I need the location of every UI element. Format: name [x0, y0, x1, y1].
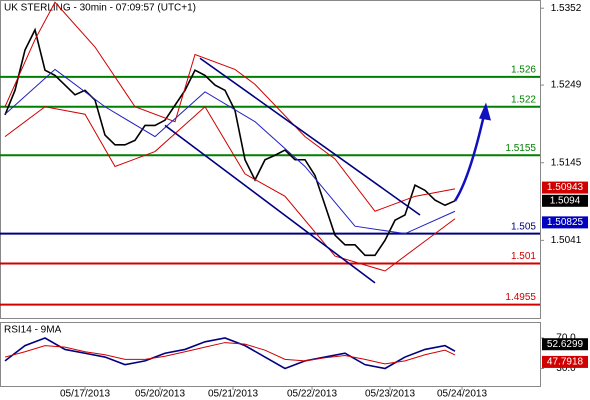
level-label: 1.526: [511, 65, 536, 76]
price-label-box: [542, 338, 588, 351]
y-tick-label: 70.0: [556, 333, 576, 344]
price-label: 1.50825: [547, 217, 584, 228]
y-tick-label: 1.5041: [551, 235, 582, 246]
series-line: [4, 342, 456, 365]
rsi-panel: [0, 322, 541, 387]
series-line: [199, 57, 421, 216]
level-label: 1.522: [511, 94, 536, 105]
series-line: [4, 27, 456, 257]
level-label: 1.501: [511, 251, 536, 262]
series-line: [4, 1, 456, 212]
x-tick-label: 05/24/2013: [437, 389, 487, 400]
arrow-head: [479, 102, 491, 121]
price-label-box: [542, 216, 588, 229]
level-label: 1.4955: [505, 292, 536, 303]
arrow: [453, 110, 487, 202]
level-label: 1.5155: [505, 143, 536, 154]
level-label: 1.505: [511, 221, 536, 232]
series-line: [4, 68, 456, 235]
y-tick-label: 30.0: [556, 363, 576, 374]
price-label-box: [542, 194, 588, 207]
x-tick-label: 05/17/2013: [60, 389, 110, 400]
price-label-box: [542, 181, 588, 194]
y-tick-label: 1.5145: [551, 157, 582, 168]
x-tick-label: 05/21/2013: [208, 389, 258, 400]
price-label: 1.50943: [547, 182, 584, 193]
price-label: 1.5094: [550, 195, 581, 206]
y-tick-label: 1.5352: [551, 3, 582, 14]
price-label-box: [542, 355, 588, 368]
series-line: [164, 124, 376, 284]
price-label: 47.7918: [547, 357, 584, 368]
x-tick-label: 05/20/2013: [135, 389, 185, 400]
chart-title: UK STERLING - 30min - 07:09:57 (UTC+1): [4, 3, 196, 14]
x-tick-label: 05/23/2013: [365, 389, 415, 400]
x-tick-label: 05/22/2013: [287, 389, 337, 400]
y-tick-label: 1.5249: [551, 80, 582, 91]
series-line: [4, 337, 456, 370]
price-label: 52.6299: [547, 339, 584, 350]
main-panel: [0, 0, 541, 319]
series-line: [4, 105, 456, 272]
rsi-title: RSI14 - 9MA: [4, 325, 62, 336]
